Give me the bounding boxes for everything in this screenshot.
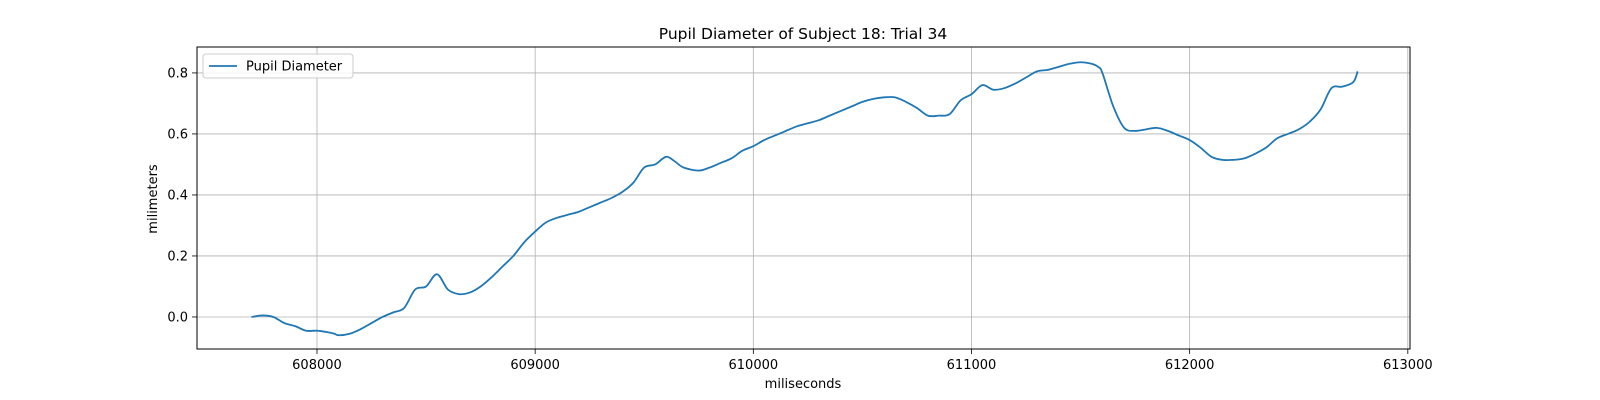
y-tick-label: 0.6 <box>167 127 188 142</box>
x-axis-title: miliseconds <box>765 377 842 392</box>
series-line-pupil-diameter <box>251 61 1359 337</box>
x-tick-label: 613000 <box>1383 358 1433 373</box>
y-tick-label: 0.8 <box>167 66 188 81</box>
series-lines <box>251 61 1359 337</box>
y-tick-label: 0.2 <box>167 249 188 264</box>
y-tick-label: 0.4 <box>167 188 188 203</box>
x-tick-label: 608000 <box>292 358 342 373</box>
legend-label-pupil-diameter: Pupil Diameter <box>246 60 343 75</box>
chart-title: Pupil Diameter of Subject 18: Trial 34 <box>659 25 948 43</box>
x-tick-label: 609000 <box>510 358 560 373</box>
grid-lines <box>197 47 1410 349</box>
plot-area-frame <box>196 46 1411 350</box>
x-tick-label: 611000 <box>947 358 997 373</box>
x-axis-ticks: 608000 609000 610000 611000 612000 613000 <box>292 349 1433 373</box>
y-tick-label: 0.0 <box>167 310 188 325</box>
y-axis-ticks: 0.0 0.2 0.4 0.6 0.8 <box>167 66 197 325</box>
x-tick-label: 612000 <box>1165 358 1215 373</box>
legend: Pupil Diameter <box>202 53 354 79</box>
y-axis-title: milimeters <box>146 164 161 234</box>
legend-box <box>202 53 354 79</box>
x-tick-label: 610000 <box>729 358 779 373</box>
